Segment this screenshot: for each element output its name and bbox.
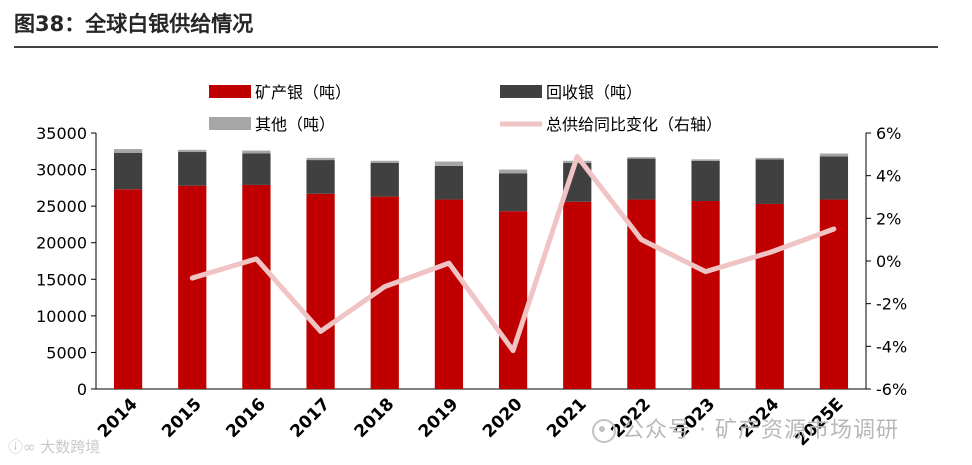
bar-mine (113, 189, 143, 389)
legend-recycle-label: 回收银（吨） (546, 83, 642, 102)
x-tick-label: 2017 (287, 394, 335, 442)
bar-mine (755, 203, 784, 389)
bar-recycle (113, 152, 143, 190)
bar-recycle (242, 153, 271, 185)
y2-tick-label: 0% (876, 252, 901, 271)
watermark-left-text: 大数跨境 (40, 438, 101, 456)
y-tick-label: 5000 (46, 343, 87, 362)
bar-mine (178, 185, 207, 389)
bar-other (498, 169, 528, 174)
bar-mine (242, 184, 271, 389)
bar-mine (498, 211, 528, 389)
y-tick-label: 0 (77, 380, 87, 399)
bar-other (434, 161, 464, 166)
x-tick-label: 2016 (222, 394, 270, 442)
bar-recycle (434, 165, 464, 200)
bar-recycle (498, 173, 528, 212)
y-tick-label: 35000 (36, 124, 87, 143)
y2-tick-label: 2% (876, 209, 901, 228)
y-tick-label: 30000 (36, 161, 87, 180)
y2-tick-label: -6% (876, 380, 907, 399)
bar-mine (563, 201, 592, 389)
watermark-right: 公众号 · 矿产资源市场调研 (592, 412, 899, 444)
legend-mine-label: 矿产银（吨） (255, 83, 351, 102)
yoy-line-layer (189, 153, 837, 354)
bar-other (370, 160, 399, 163)
legend-other-label: 其他（吨） (255, 115, 335, 134)
watermark-left: ⓘ∞ 大数跨境 (8, 436, 100, 457)
legend-yoy-label: 总供给同比变化（右轴） (546, 115, 722, 134)
bar-other (819, 153, 849, 157)
x-tick-label: 2015 (158, 394, 206, 442)
bar-other (627, 157, 656, 159)
y-tick-label: 25000 (36, 197, 87, 216)
bar-recycle (819, 156, 849, 200)
y2-tick-label: -4% (876, 337, 907, 356)
x-tick-label: 2018 (351, 394, 399, 442)
watermark-logo-icon: ⓘ∞ (8, 438, 41, 456)
bar-recycle (627, 158, 656, 200)
bar-mine (306, 193, 335, 389)
bar-other (691, 159, 720, 161)
bar-recycle (306, 160, 335, 194)
legend: 矿产银（吨） 回收银（吨） 其他（吨） 总供给同比变化（右轴） (209, 83, 722, 134)
legend-other-swatch (209, 117, 251, 130)
bar-other (242, 150, 271, 154)
y-tick-label: 15000 (36, 270, 87, 289)
bar-mine (434, 199, 464, 389)
legend-recycle-swatch (500, 85, 542, 98)
bar-recycle (370, 162, 399, 197)
bar-other (178, 149, 207, 153)
bar-mine (691, 201, 720, 389)
bars (113, 149, 849, 389)
watermark-right-text: 公众号 · 矿产资源市场调研 (622, 418, 899, 443)
title-rule (14, 46, 938, 48)
y2-tick-label: -2% (876, 295, 907, 314)
bar-recycle (755, 159, 784, 204)
x-tick-label: 2014 (94, 394, 142, 442)
bar-recycle (691, 160, 720, 202)
wechat-icon (592, 419, 616, 443)
bar-other (113, 149, 143, 153)
x-tick-label: 2019 (415, 394, 463, 442)
x-tick-label: 2021 (543, 394, 591, 442)
bar-other (306, 157, 335, 161)
bar-other (755, 157, 784, 160)
y2-tick-label: 6% (876, 124, 901, 143)
legend-mine-swatch (209, 85, 251, 98)
y-tick-label: 20000 (36, 234, 87, 253)
bar-recycle (178, 152, 207, 186)
chart-title: 图38：全球白银供给情况 (14, 12, 254, 36)
y2-tick-label: 4% (876, 167, 901, 186)
y-tick-label: 10000 (36, 307, 87, 326)
x-tick-label: 2020 (479, 394, 527, 442)
